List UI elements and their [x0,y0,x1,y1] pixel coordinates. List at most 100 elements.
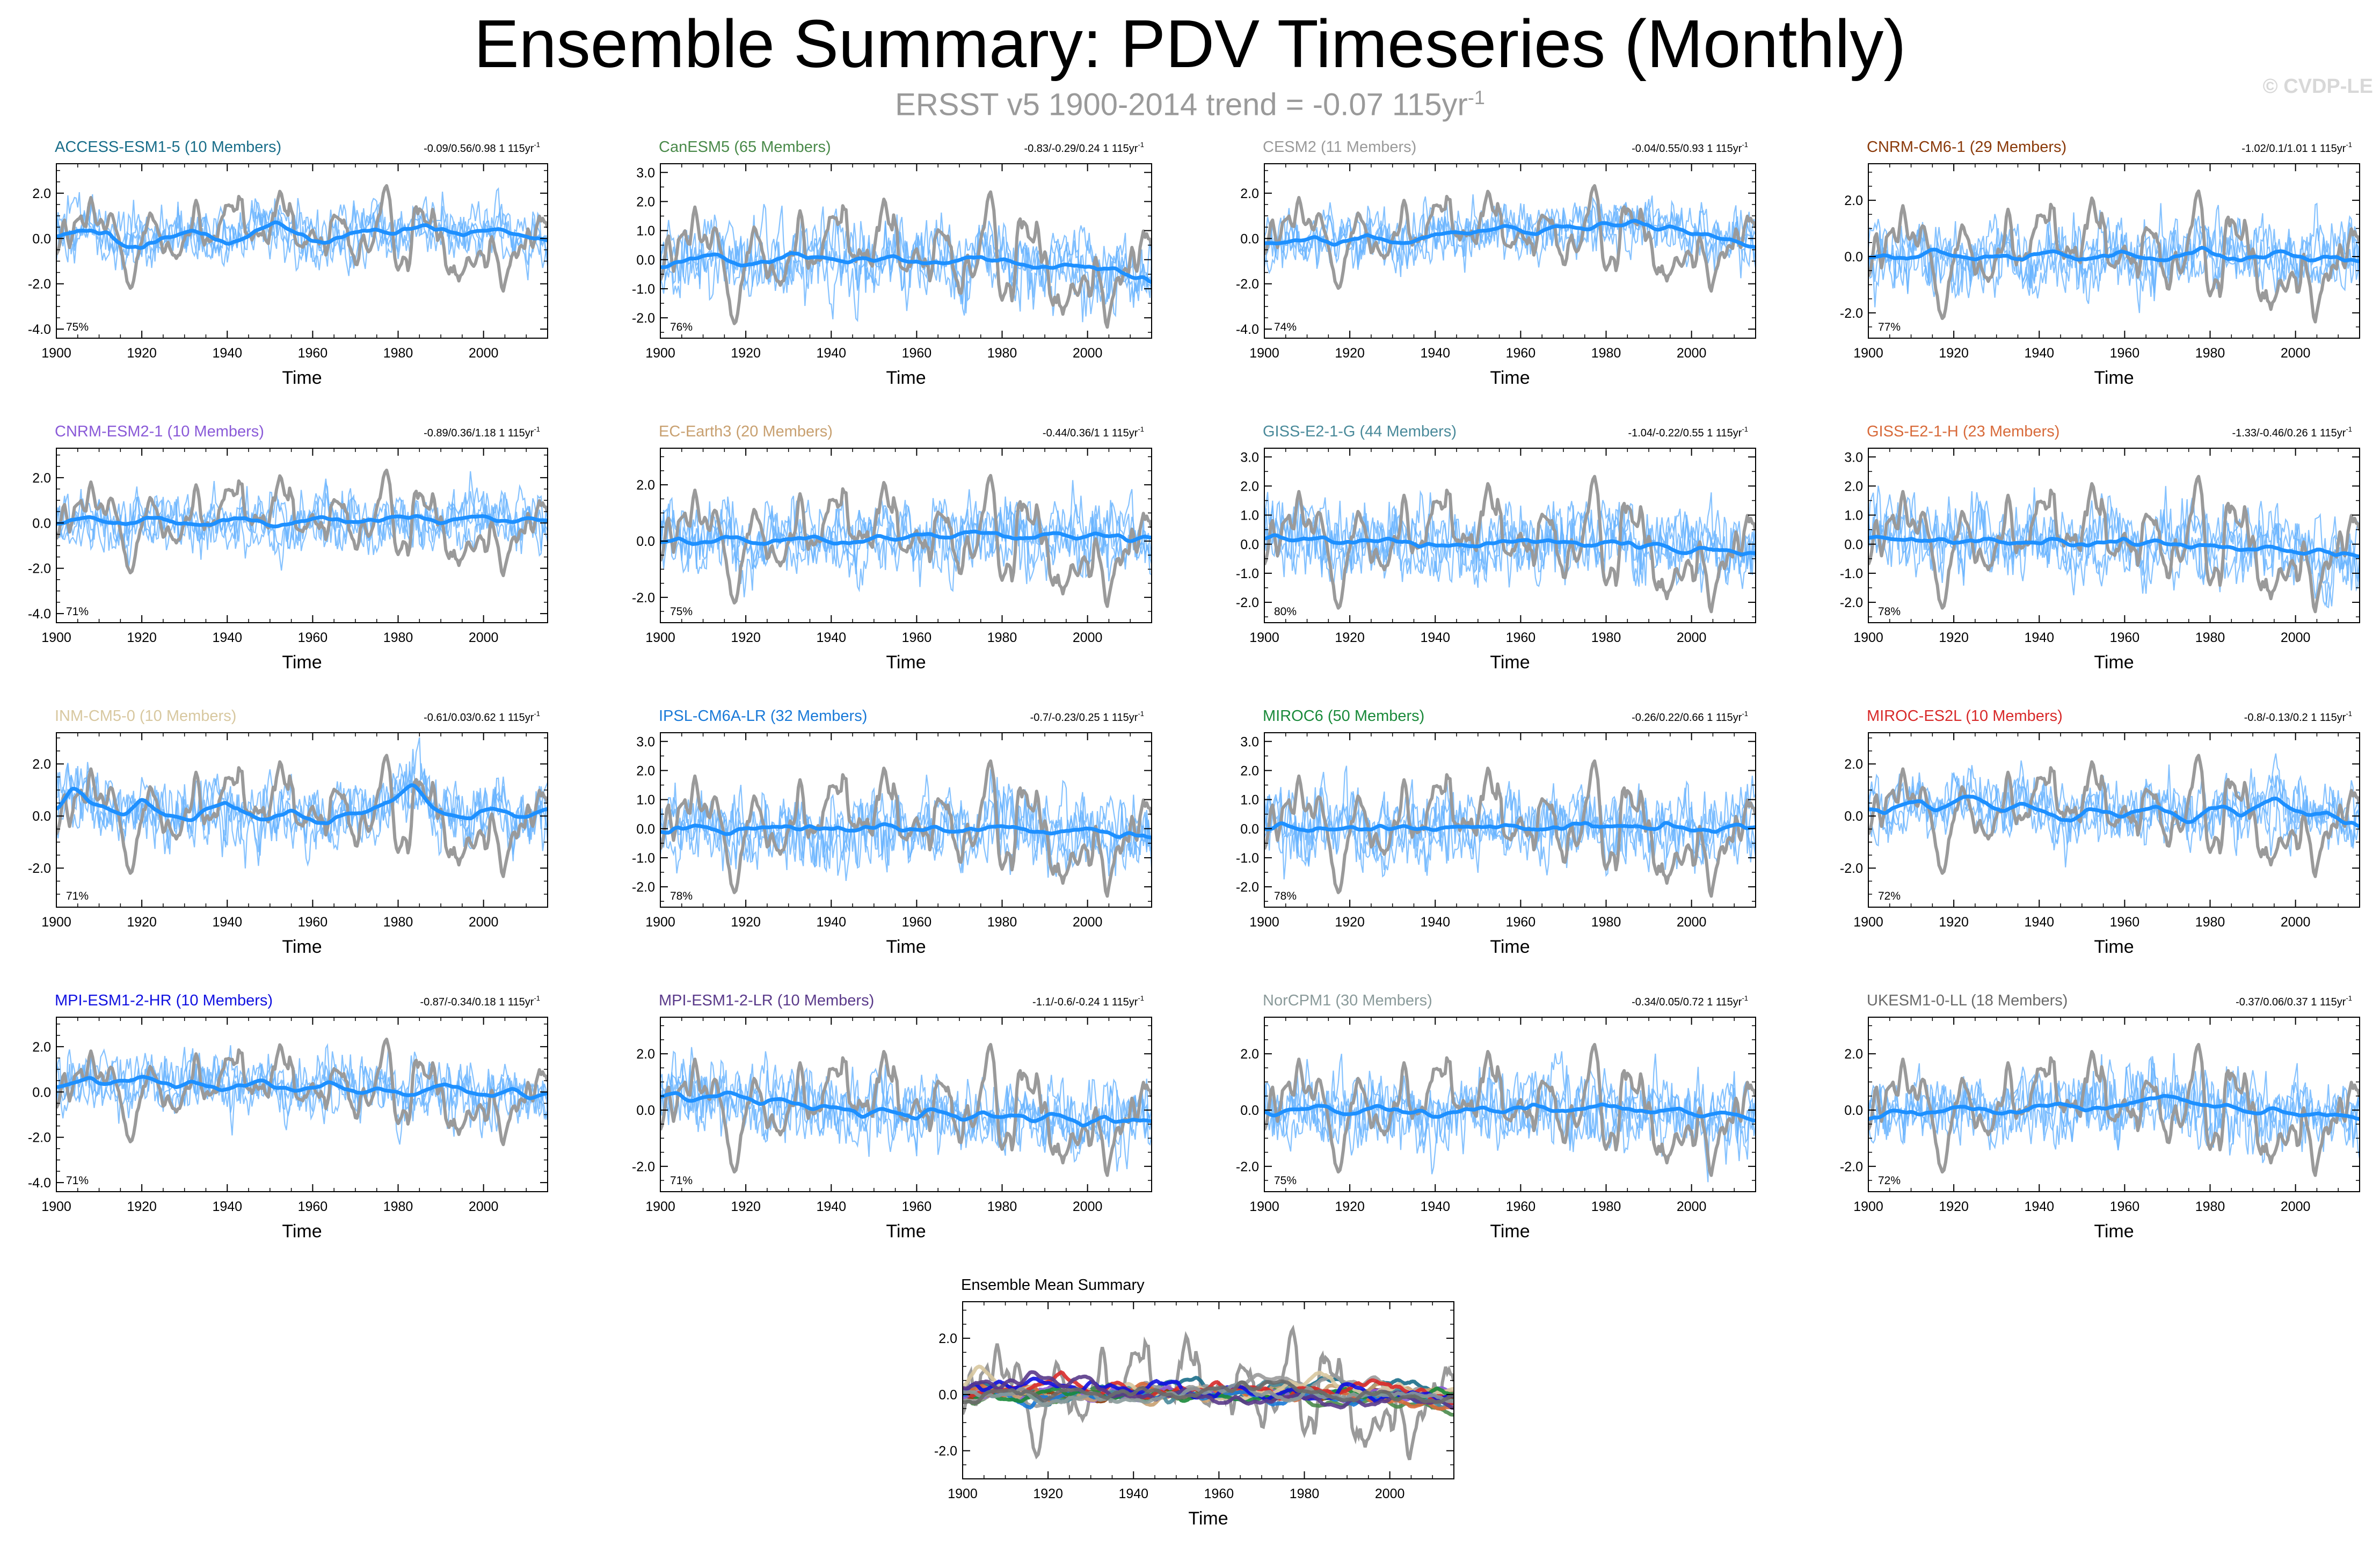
x-tick-label: 1900 [41,915,71,930]
x-tick-label: 1940 [1420,1199,1450,1214]
y-tick-label: 0.0 [636,534,655,549]
plot-area [56,184,548,293]
plot-frame [56,163,548,339]
trend-label: -0.09/0.56/0.98 1 115yr-1 [424,141,540,155]
panel-title: UKESM1-0-LL (18 Members) [1867,992,2068,1009]
y-tick-label: 1.0 [1844,508,1863,523]
y-tick-label: -1.0 [1236,851,1259,866]
percent-label: 78% [670,890,693,902]
x-tick-label: 1920 [731,1199,761,1214]
y-tick-label: 2.0 [1240,186,1259,201]
panel-title: MIROC6 (50 Members) [1263,707,1424,725]
y-tick-label: -2.0 [1840,595,1863,610]
x-tick-label: 1920 [1939,915,1969,930]
x-tick-label: 1940 [1420,346,1450,361]
panel-title: ACCESS-ESM1-5 (10 Members) [55,138,281,156]
x-tick-label: 1980 [2195,1199,2225,1214]
x-tick-label: 1900 [1853,346,1883,361]
panel-title: GISS-E2-1-H (23 Members) [1867,423,2059,440]
y-tick-label: 1.0 [1240,508,1259,523]
y-tick-label: -1.0 [632,851,655,866]
x-tick-label: 1920 [127,346,157,361]
y-tick-label: 0.0 [1844,809,1863,824]
observation-line [1868,1042,2360,1177]
trend-exponent: -1 [2346,141,2352,149]
chart-panel-1: ACCESS-ESM1-5 (10 Members) -0.09/0.56/0.9… [28,138,548,388]
x-tick-label: 1920 [1033,1486,1063,1501]
panel-title: INM-CM5-0 (10 Members) [55,707,236,725]
y-tick-label: 0.0 [1844,1103,1863,1118]
x-axis-label: Time [2094,652,2134,673]
trend-exponent: -1 [1742,994,1748,1002]
trend-label: -0.34/0.05/0.72 1 115yr-1 [1632,994,1748,1008]
ensemble-mean-line [1868,794,2360,828]
trend-exponent: -1 [1742,425,1748,433]
x-tick-label: 1900 [1249,346,1279,361]
y-tick-label: 3.0 [1240,450,1259,465]
chart-panel-6: EC-Earth3 (20 Members) -0.44/0.36/1 1 115… [632,423,1152,673]
x-tick-label: 1980 [1591,915,1621,930]
x-axis-label: Time [1490,937,1530,957]
x-axis-label: Time [282,368,322,388]
y-tick-label: 2.0 [32,186,51,201]
chart-panel-15: NorCPM1 (30 Members) -0.34/0.05/0.72 1 11… [1236,992,1756,1242]
x-tick-label: 1900 [1853,630,1883,645]
y-tick-label: 0.0 [636,253,655,268]
trend-label: -1.04/-0.22/0.55 1 115yr-1 [1628,425,1748,439]
x-tick-label: 2000 [1073,915,1103,930]
x-tick-label: 1940 [1420,630,1450,645]
x-tick-label: 2000 [469,630,499,645]
trend-exponent: -1 [1138,710,1144,718]
trend-exponent: -1 [2346,710,2352,718]
y-tick-label: 2.0 [1240,1047,1259,1062]
x-tick-label: 1960 [1506,630,1536,645]
x-tick-label: 1920 [1939,346,1969,361]
x-tick-label: 1900 [1249,915,1279,930]
member-line [56,198,548,272]
plot-area [1264,1042,1756,1183]
x-tick-label: 1960 [298,346,328,361]
x-tick-label: 2000 [2281,630,2311,645]
trend-exponent: -1 [534,710,540,718]
y-tick-label: -2.0 [934,1444,957,1459]
percent-label: 77% [1878,321,1901,333]
trend-exponent: -1 [1742,141,1748,149]
subtitle-exponent: -1 [1467,86,1485,108]
x-tick-label: 1960 [902,346,932,361]
y-tick-label: 0.0 [1240,537,1259,552]
x-tick-label: 2000 [2281,346,2311,361]
x-tick-label: 1980 [987,630,1017,645]
trend-label: -0.83/-0.29/0.24 1 115yr-1 [1024,141,1144,155]
x-axis-label: Time [282,937,322,957]
percent-label: 78% [1878,605,1901,618]
y-tick-label: 0.0 [1240,231,1259,246]
subtitle-text: ERSST v5 1900-2014 trend = -0.07 115yr [895,87,1468,122]
x-tick-label: 1900 [1249,1199,1279,1214]
x-tick-label: 1940 [2024,1199,2054,1214]
trend-exponent: -1 [1138,141,1144,149]
panel-title: CNRM-CM6-1 (29 Members) [1867,138,2066,156]
observation-line [660,473,1152,608]
trend-label: -0.87/-0.34/0.18 1 115yr-1 [420,994,540,1008]
x-axis-label: Time [1490,652,1530,673]
x-tick-label: 1920 [731,630,761,645]
x-axis-label: Time [282,1221,322,1242]
ensemble-mean-line [1264,533,1756,557]
x-tick-label: 1960 [2110,915,2140,930]
x-tick-label: 1980 [383,346,413,361]
member-line [1868,760,2360,867]
y-tick-label: 2.0 [1844,479,1863,494]
x-tick-label: 1940 [212,915,242,930]
plot-area [1868,475,2360,614]
x-axis-label: Time [886,652,926,673]
x-tick-label: 1900 [645,915,675,930]
x-tick-label: 2000 [469,915,499,930]
y-tick-label: -2.0 [1840,861,1863,876]
page-title: Ensemble Summary: PDV Timeseries (Monthl… [474,6,1906,82]
x-tick-label: 1900 [1853,915,1883,930]
chart-panel-16: UKESM1-0-LL (18 Members) -0.37/0.06/0.37 … [1840,992,2360,1242]
chart-panel-10: IPSL-CM6A-LR (32 Members) -0.7/-0.23/0.25… [632,707,1152,957]
y-tick-label: -2.0 [632,880,655,895]
y-tick-label: 2.0 [636,1047,655,1062]
plot-frame [660,163,1152,339]
